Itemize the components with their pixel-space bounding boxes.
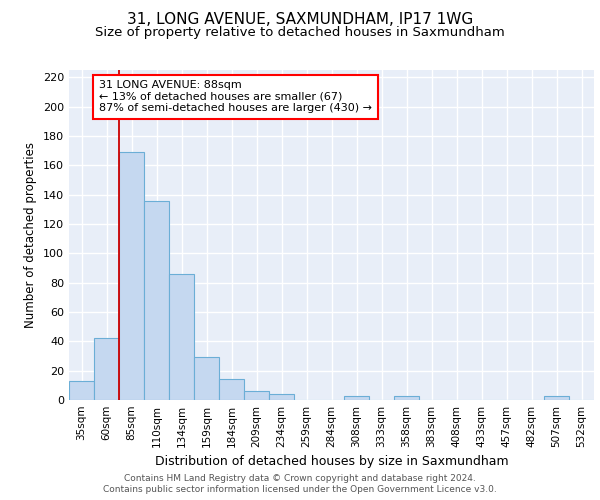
- Y-axis label: Number of detached properties: Number of detached properties: [25, 142, 37, 328]
- Bar: [69, 381, 94, 400]
- Text: 31 LONG AVENUE: 88sqm
← 13% of detached houses are smaller (67)
87% of semi-deta: 31 LONG AVENUE: 88sqm ← 13% of detached …: [99, 80, 372, 114]
- Bar: [244, 391, 269, 400]
- X-axis label: Distribution of detached houses by size in Saxmundham: Distribution of detached houses by size …: [155, 456, 508, 468]
- Bar: [144, 200, 169, 400]
- Bar: [169, 274, 194, 400]
- Text: 31, LONG AVENUE, SAXMUNDHAM, IP17 1WG: 31, LONG AVENUE, SAXMUNDHAM, IP17 1WG: [127, 12, 473, 28]
- Bar: [544, 396, 569, 400]
- Bar: [119, 152, 144, 400]
- Bar: [219, 380, 244, 400]
- Bar: [194, 358, 219, 400]
- Bar: [344, 396, 369, 400]
- Text: Contains HM Land Registry data © Crown copyright and database right 2024.
Contai: Contains HM Land Registry data © Crown c…: [103, 474, 497, 494]
- Bar: [269, 394, 294, 400]
- Text: Size of property relative to detached houses in Saxmundham: Size of property relative to detached ho…: [95, 26, 505, 39]
- Bar: [94, 338, 119, 400]
- Bar: [394, 396, 419, 400]
